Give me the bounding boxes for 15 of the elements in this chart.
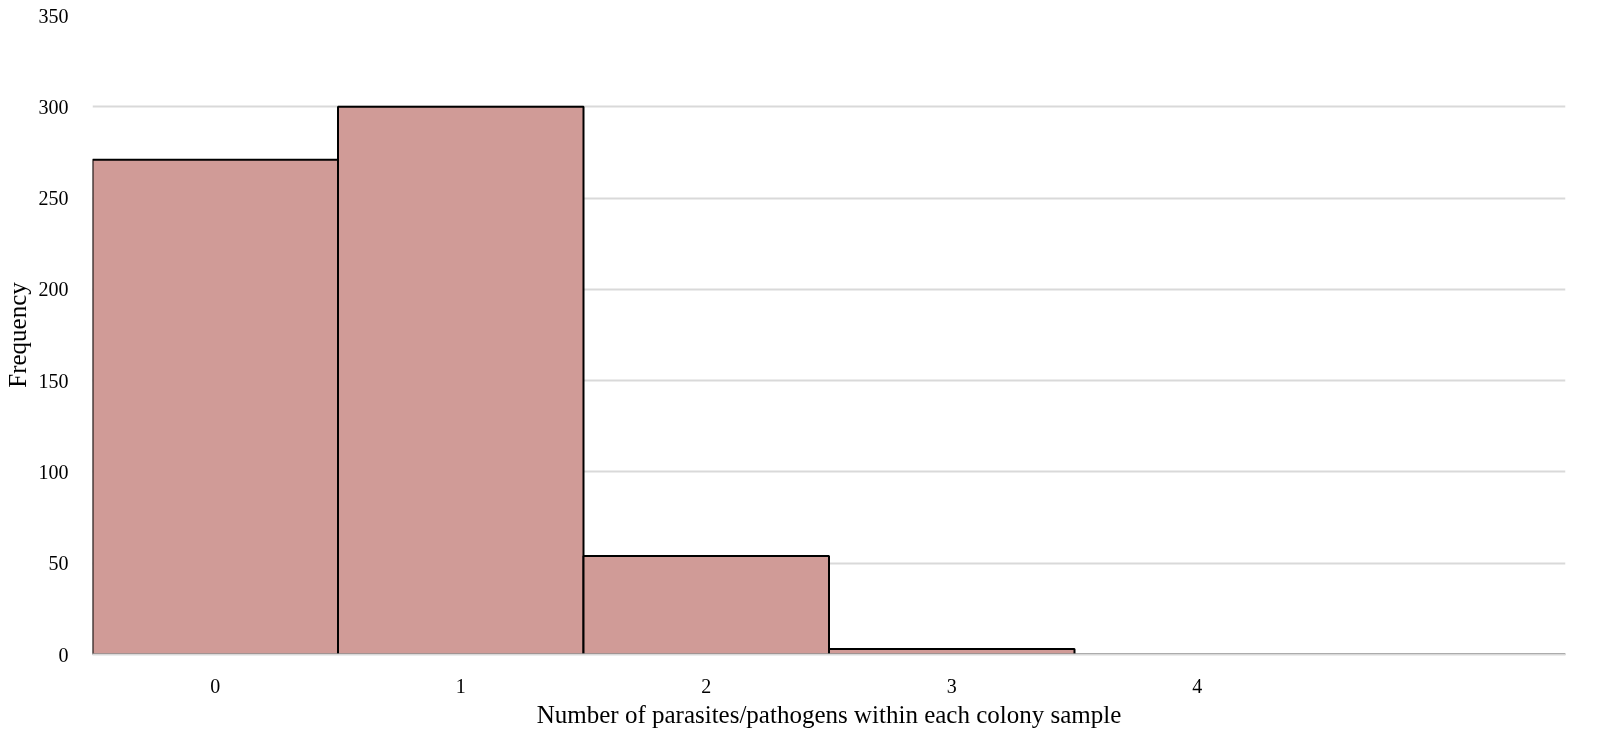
x-tick-label: 2 xyxy=(701,674,712,697)
y-tick-label: 300 xyxy=(38,95,69,118)
y-tick-label: 250 xyxy=(38,187,69,210)
x-tick-label: 3 xyxy=(946,674,957,697)
y-tick-label: 350 xyxy=(38,4,69,27)
y-tick-label: 100 xyxy=(38,460,69,483)
y-tick-label: 50 xyxy=(48,552,69,575)
y-tick-label: 0 xyxy=(58,643,69,666)
x-tick-label: 0 xyxy=(210,674,221,697)
y-tick-label: 150 xyxy=(38,369,69,392)
y-tick-label: 200 xyxy=(38,278,69,301)
x-tick-label: 1 xyxy=(455,674,466,697)
x-axis-title: Number of parasites/pathogens within each colony sample xyxy=(536,700,1122,728)
y-axis-title: Frequency xyxy=(3,281,31,388)
x-tick-label: 4 xyxy=(1192,674,1203,697)
